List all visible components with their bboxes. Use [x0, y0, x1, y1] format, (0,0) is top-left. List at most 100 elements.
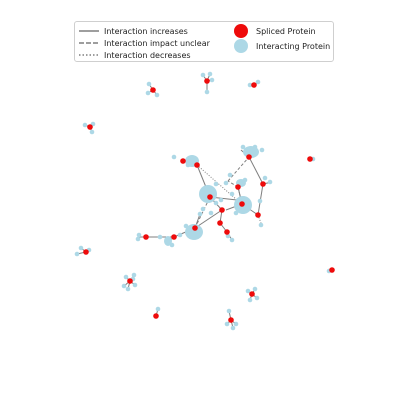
interacting-protein-node [208, 210, 214, 216]
legend-item-increases: Interaction increases [79, 25, 188, 37]
legend-label-decreases: Interaction decreases [104, 50, 191, 60]
interacting-protein-node [207, 71, 213, 77]
spliced-protein-node [235, 184, 241, 190]
spliced-protein-node [153, 313, 159, 319]
spliced-protein-node [228, 317, 234, 323]
interacting-protein-node [82, 122, 88, 128]
spliced-protein-node [251, 82, 257, 88]
interacting-protein-cluster [199, 185, 217, 203]
interacting-protein-node [233, 321, 239, 327]
interacting-protein-node [247, 297, 253, 303]
spliced-protein-node [219, 207, 225, 213]
interacting-protein-node [204, 89, 210, 95]
legend-item-unclear: Interaction impact unclear [79, 37, 210, 49]
legend: Interaction increases Interaction impact… [74, 21, 334, 62]
spliced-protein-node [239, 201, 245, 207]
interacting-protein-node [197, 211, 203, 217]
interacting-dot-icon [234, 39, 248, 53]
interacting-protein-node [258, 222, 264, 228]
legend-label-interacting: Interacting Protein [256, 41, 331, 51]
interacting-protein-node [136, 232, 142, 238]
legend-label-increases: Interaction increases [104, 26, 188, 36]
spliced-protein-node [143, 234, 149, 240]
spliced-protein-node [192, 225, 198, 231]
interaction-edge-solid [248, 156, 264, 185]
interacting-protein-node [226, 308, 232, 314]
interacting-protein-node [262, 175, 268, 181]
legend-item-interacting: Interacting Protein [230, 39, 330, 53]
interacting-protein-node [227, 172, 233, 178]
interacting-protein-node [259, 147, 265, 153]
spliced-protein-node [307, 156, 313, 162]
spliced-protein-node [329, 267, 335, 273]
interacting-protein-node [200, 206, 206, 212]
interaction-edge-solid [194, 209, 223, 229]
interacting-protein-node [145, 90, 151, 96]
spliced-dot-icon [234, 24, 248, 38]
solid-line-icon [79, 30, 99, 32]
spliced-protein-node [224, 229, 230, 235]
interacting-protein-node [135, 236, 141, 242]
interacting-protein-node [177, 232, 183, 238]
interacting-protein-node [146, 81, 152, 87]
interacting-protein-node [240, 144, 246, 150]
interacting-protein-node [200, 72, 206, 78]
interacting-protein-node [245, 288, 251, 294]
interacting-protein-cluster [185, 224, 203, 240]
interacting-protein-node [132, 282, 138, 288]
interacting-protein-node [155, 306, 161, 312]
interacting-protein-node [123, 274, 129, 280]
interaction-edge-dashed [227, 156, 250, 182]
network-nodes [74, 71, 335, 331]
spliced-protein-node [150, 87, 156, 93]
interacting-protein-node [154, 92, 160, 98]
interacting-protein-node [233, 210, 239, 216]
interacting-protein-node [157, 234, 163, 240]
interacting-protein-node [169, 242, 175, 248]
spliced-protein-node [249, 291, 255, 297]
spliced-protein-node [255, 212, 261, 218]
interacting-protein-node [125, 286, 131, 292]
interacting-protein-node [131, 272, 137, 278]
interacting-protein-node [89, 129, 95, 135]
interacting-protein-node [223, 180, 229, 186]
interacting-protein-node [252, 286, 258, 292]
interacting-protein-node [213, 200, 219, 206]
interacting-protein-node [183, 223, 189, 229]
interacting-protein-cluster [164, 236, 172, 246]
spliced-protein-node [180, 158, 186, 164]
interacting-protein-node [255, 79, 261, 85]
interacting-protein-node [242, 177, 248, 183]
interacting-protein-node [230, 325, 236, 331]
spliced-protein-node [204, 78, 210, 84]
interacting-protein-node [229, 191, 235, 197]
spliced-protein-node [217, 220, 223, 226]
interacting-protein-node [254, 295, 260, 301]
interacting-protein-node [247, 82, 253, 88]
spliced-protein-node [246, 154, 252, 160]
legend-item-spliced: Spliced Protein [230, 24, 316, 38]
spliced-protein-node [207, 194, 213, 200]
dashed-line-icon [79, 42, 99, 44]
spliced-protein-node [194, 162, 200, 168]
protein-clusters [164, 146, 259, 246]
interacting-protein-node [225, 233, 231, 239]
interacting-protein-node [121, 283, 127, 289]
interaction-edge-dashed [194, 196, 211, 229]
interacting-protein-node [209, 77, 215, 83]
spliced-protein-node [260, 181, 266, 187]
interacting-protein-node [257, 198, 263, 204]
spliced-protein-node [87, 124, 93, 130]
interacting-protein-node [213, 181, 219, 187]
legend-label-spliced: Spliced Protein [256, 26, 316, 36]
interacting-protein-node [267, 179, 273, 185]
interacting-protein-node [218, 197, 224, 203]
legend-label-unclear: Interaction impact unclear [104, 38, 210, 48]
legend-item-decreases: Interaction decreases [79, 49, 191, 61]
spliced-protein-node [171, 234, 177, 240]
interacting-protein-node [78, 245, 84, 251]
interacting-protein-node [74, 251, 80, 257]
dotted-line-icon [79, 54, 99, 56]
interacting-protein-node [224, 321, 230, 327]
